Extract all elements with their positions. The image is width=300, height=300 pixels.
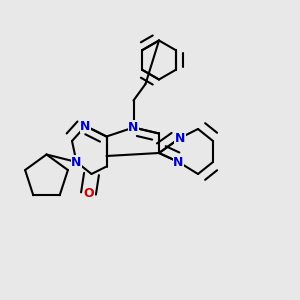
Text: N: N [71,155,82,169]
Text: N: N [173,155,184,169]
Text: O: O [83,187,94,200]
Text: N: N [175,131,185,145]
Text: N: N [80,119,91,133]
Text: N: N [128,121,139,134]
